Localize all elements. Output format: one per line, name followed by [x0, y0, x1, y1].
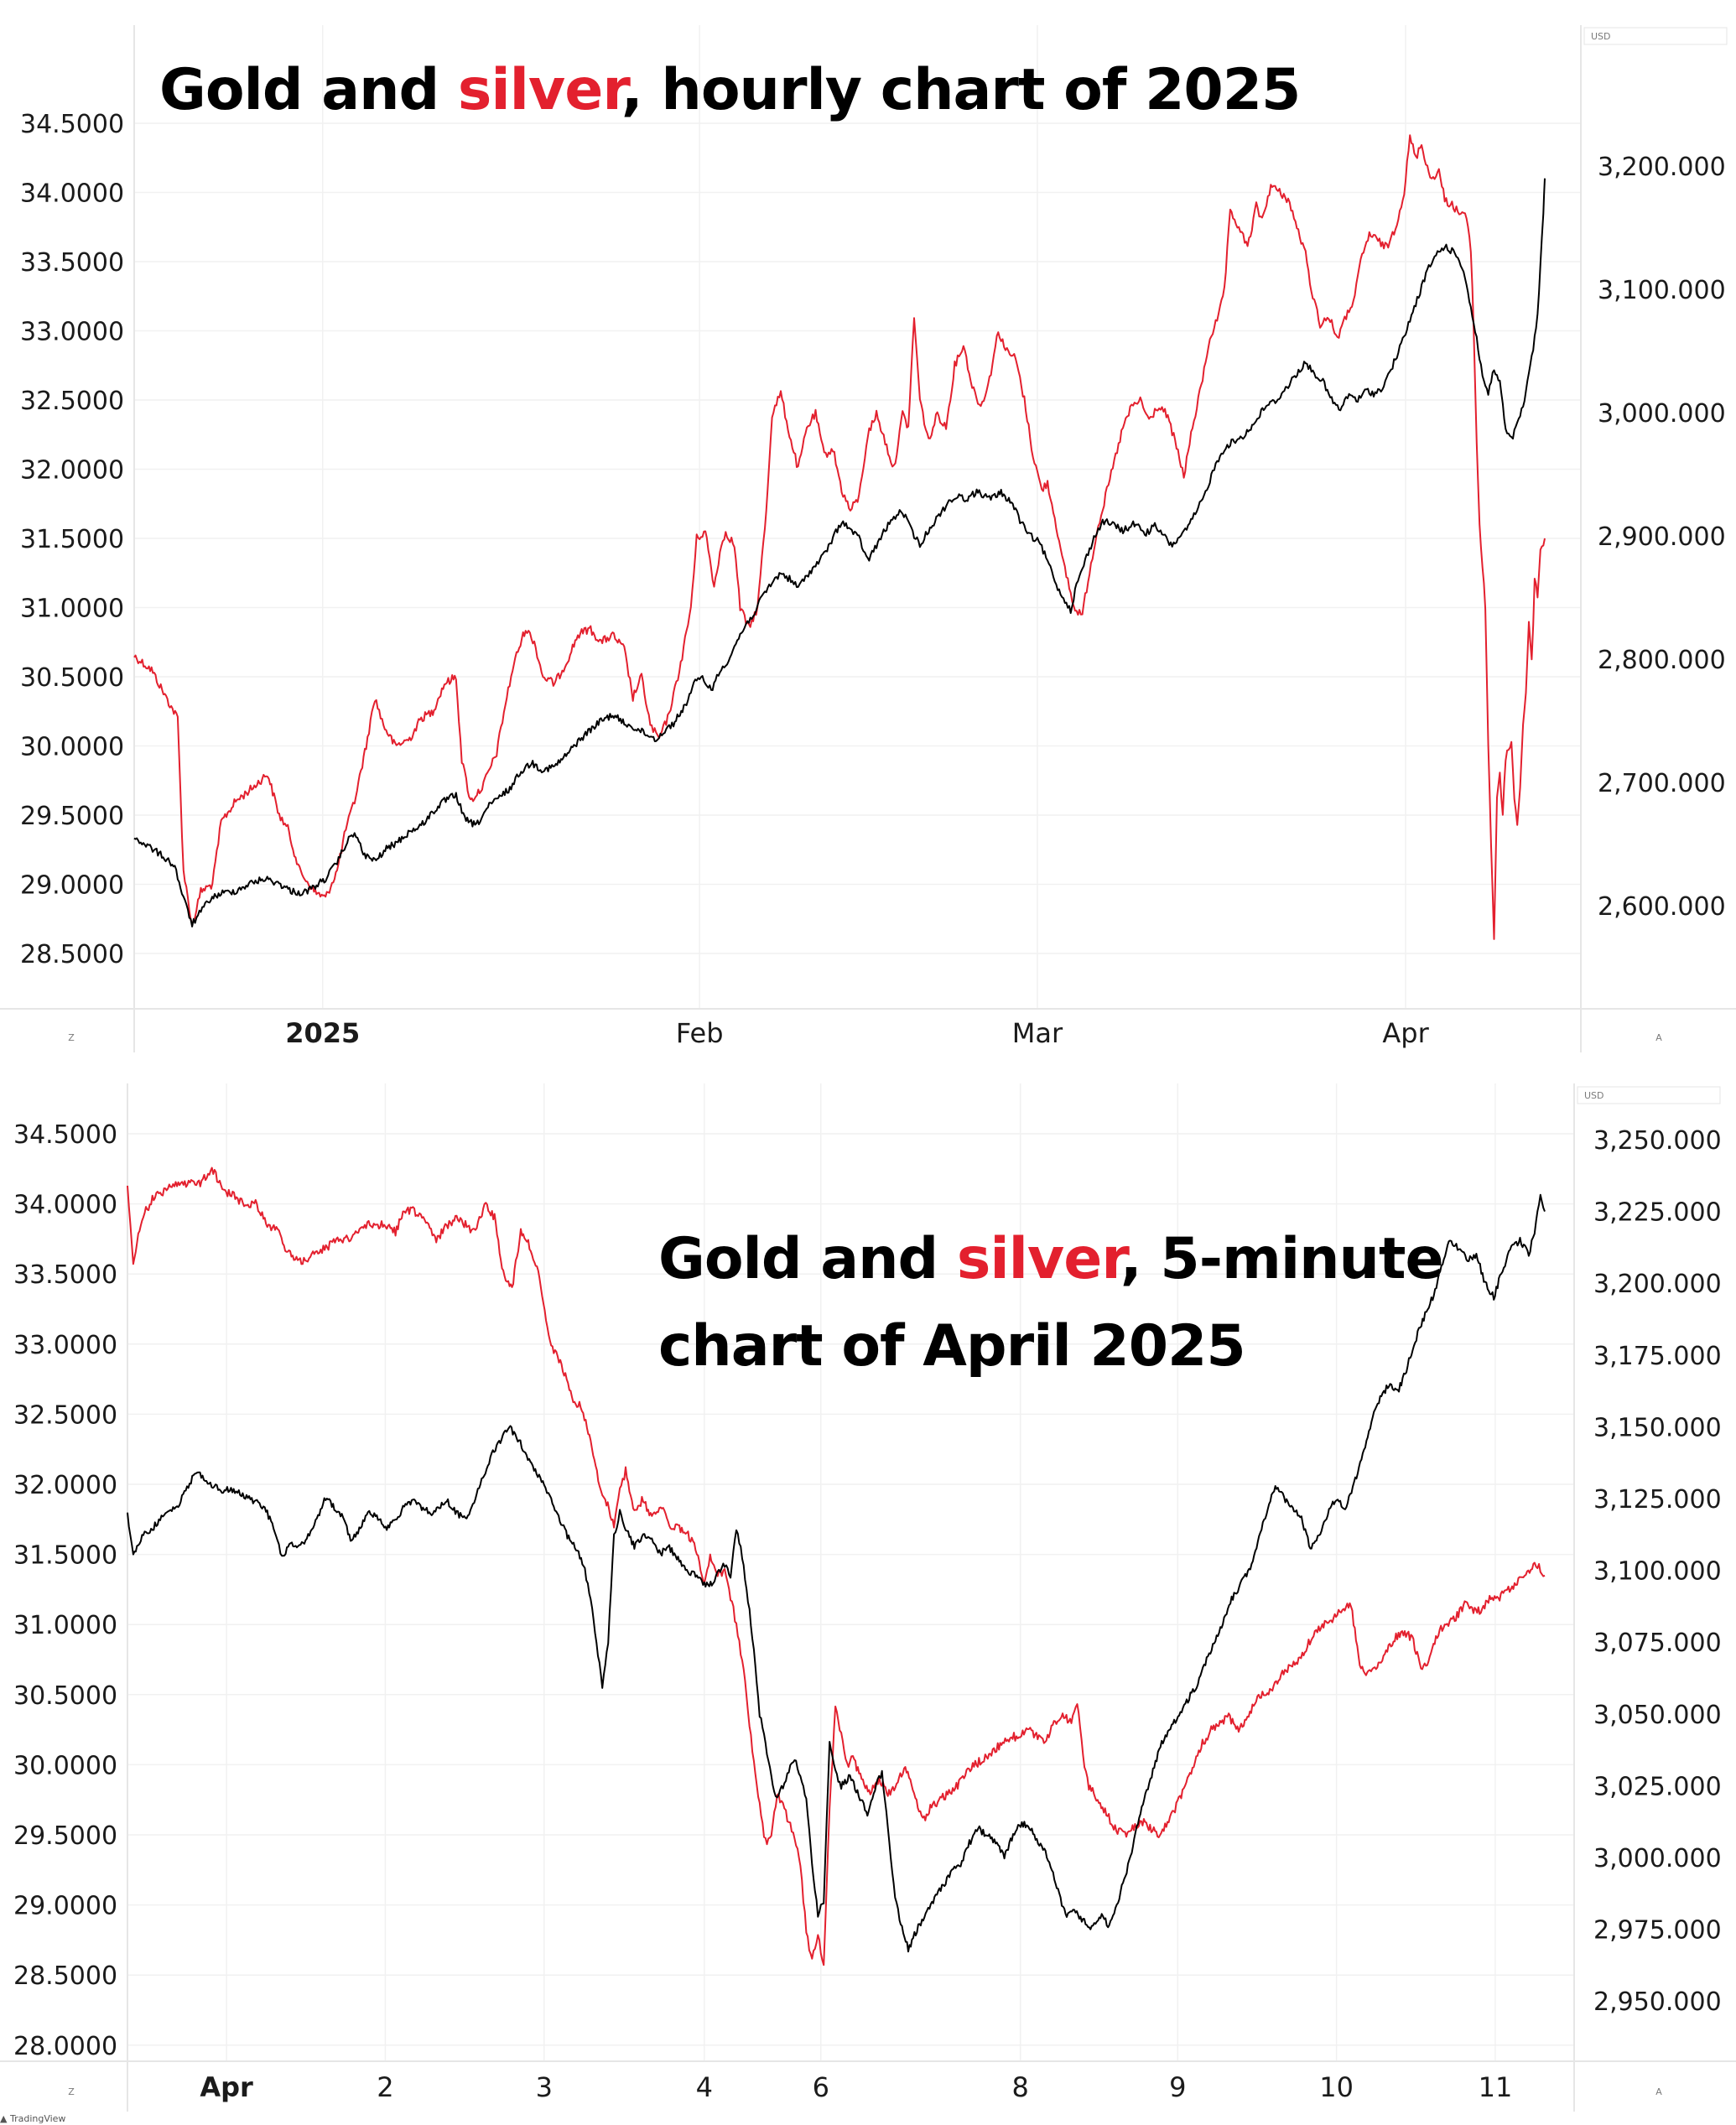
five-minute-chart-svg: USD34.500034.000033.500033.000032.500032…: [0, 1083, 1736, 2112]
right-axis-tick-label: 3,075.000: [1593, 1629, 1722, 1658]
title-part: , 5-minute chart of April 2025: [658, 1226, 1444, 1379]
left-axis-tick-label: 28.5000: [13, 1961, 117, 1991]
right-axis-tick-label: 2,950.000: [1593, 1987, 1722, 2017]
time-axis-tick-label: Mar: [1012, 1017, 1063, 1049]
scale-mode-right-button[interactable]: A: [1655, 1032, 1662, 1043]
scale-mode-left-button[interactable]: Z: [68, 2086, 75, 2097]
left-axis-tick-label: 30.0000: [20, 733, 124, 762]
right-axis-tick-label: 3,250.000: [1593, 1126, 1722, 1156]
time-axis-tick-label: 6: [813, 2071, 829, 2103]
left-axis-tick-label: 29.0000: [20, 871, 124, 901]
currency-label: USD: [1584, 1090, 1604, 1101]
right-axis-tick-label: 3,125.000: [1593, 1485, 1722, 1515]
right-axis-tick-label: 2,800.000: [1598, 646, 1726, 675]
right-axis-tick-label: 3,000.000: [1598, 399, 1726, 429]
footer-brand: ▲ TradingView: [0, 2113, 65, 2125]
left-axis-tick-label: 29.0000: [13, 1892, 117, 1921]
right-axis-tick-label: 3,100.000: [1598, 276, 1726, 305]
grid: [127, 1083, 1574, 2061]
chart-panel-hourly: USD 34.5000 34.0000 33.5000 33.0000 32.5000 32…: [0, 0, 1736, 1052]
currency-box[interactable]: [1583, 27, 1728, 45]
silver-series-line: [133, 134, 1546, 940]
left-axis-tick-label: 34.0000: [20, 179, 124, 209]
time-axis-tick-label: 10: [1319, 2071, 1354, 2103]
left-axis-tick-label: 28.5000: [20, 940, 124, 969]
currency-box[interactable]: [1577, 1086, 1721, 1104]
left-axis-tick-label: 31.0000: [20, 595, 124, 624]
title-part: Gold and: [658, 1226, 957, 1292]
gold-series-line: [127, 1193, 1546, 1953]
time-axis-tick-label: 2: [377, 2071, 393, 2103]
right-axis-tick-label: 3,000.000: [1593, 1844, 1722, 1873]
time-axis-tick-label: 3: [536, 2071, 553, 2103]
title-part: Gold and: [159, 57, 458, 123]
right-axis-tick-label: 3,200.000: [1593, 1270, 1722, 1299]
right-axis-tick-label: 2,900.000: [1598, 522, 1726, 552]
left-axis-tick-label: 32.0000: [13, 1471, 117, 1500]
currency-label: USD: [1591, 31, 1611, 42]
hourly-chart-svg: USD 34.5000 34.0000 33.5000 33.0000 32.5000 32…: [0, 25, 1736, 1052]
left-axis-tick-label: 33.5000: [13, 1260, 117, 1290]
right-axis-tick-label: 2,600.000: [1598, 892, 1726, 922]
right-axis-tick-label: 2,700.000: [1598, 769, 1726, 798]
right-axis-tick-label: 3,200.000: [1598, 153, 1726, 182]
title-part: , hourly chart of 2025: [621, 57, 1301, 123]
scale-mode-right-button[interactable]: A: [1655, 2086, 1662, 2097]
left-axis-tick-label: 33.5000: [20, 248, 124, 278]
right-axis-tick-label: 3,025.000: [1593, 1772, 1722, 1801]
left-axis-tick-label: 30.0000: [13, 1751, 117, 1780]
time-axis-tick-label: 9: [1169, 2071, 1186, 2103]
left-axis-tick-label: 32.0000: [20, 456, 124, 486]
time-axis-tick-label: Apr: [1382, 1017, 1429, 1049]
right-axis-tick-label: 3,225.000: [1593, 1198, 1722, 1228]
left-axis-tick-label: 29.5000: [13, 1821, 117, 1851]
time-axis-tick-label: 4: [696, 2071, 713, 2103]
left-axis-tick-label: 34.5000: [13, 1120, 117, 1150]
right-axis-tick-label: 3,100.000: [1593, 1557, 1722, 1587]
tradingview-logo-icon: ▲: [0, 2113, 8, 2124]
right-axis-tick-label: 3,050.000: [1593, 1701, 1722, 1730]
right-axis-tick-label: 3,175.000: [1593, 1342, 1722, 1371]
left-axis-tick-label: 32.5000: [20, 387, 124, 416]
time-axis-tick-label: Apr: [200, 2071, 253, 2103]
time-axis-tick-label: Feb: [676, 1017, 724, 1049]
title-accent: silver: [956, 1226, 1121, 1292]
time-axis-tick-label: 2025: [285, 1017, 360, 1049]
chart-panel-five-minute: USD 34.5000 34.0000 33.5000 33.0000 32.5000 32…: [0, 1072, 1736, 2112]
chart-title-five-minute: Gold and silver, 5-minute chart of April…: [658, 1216, 1497, 1390]
left-axis-tick-label: 31.5000: [20, 525, 124, 554]
time-axis-tick-label: 11: [1479, 2071, 1513, 2103]
left-axis-tick-label: 30.5000: [13, 1681, 117, 1711]
grid: [134, 25, 1581, 1009]
chart-title-hourly: Gold and silver, hourly chart of 2025: [159, 47, 1301, 134]
left-axis-tick-label: 31.5000: [13, 1541, 117, 1571]
time-axis-tick-label: 8: [1012, 2071, 1029, 2103]
title-accent: silver: [457, 57, 622, 123]
gold-series-line: [133, 178, 1546, 927]
left-axis-tick-label: 34.0000: [13, 1191, 117, 1220]
brand-label: TradingView: [9, 2113, 66, 2124]
left-axis-tick-label: 28.0000: [13, 2032, 117, 2061]
silver-series-line: [127, 1166, 1546, 1967]
left-axis-tick-label: 29.5000: [20, 802, 124, 831]
left-axis-tick-label: 30.5000: [20, 663, 124, 693]
left-axis-tick-label: 34.5000: [20, 110, 124, 139]
left-axis-tick-label: 33.0000: [13, 1331, 117, 1360]
right-axis-tick-label: 3,150.000: [1593, 1413, 1722, 1442]
left-axis-tick-label: 31.0000: [13, 1611, 117, 1640]
right-axis-tick-label: 2,975.000: [1593, 1916, 1722, 1946]
scale-mode-left-button[interactable]: Z: [68, 1032, 75, 1043]
left-axis-tick-label: 33.0000: [20, 318, 124, 347]
left-axis-tick-label: 32.5000: [13, 1400, 117, 1430]
